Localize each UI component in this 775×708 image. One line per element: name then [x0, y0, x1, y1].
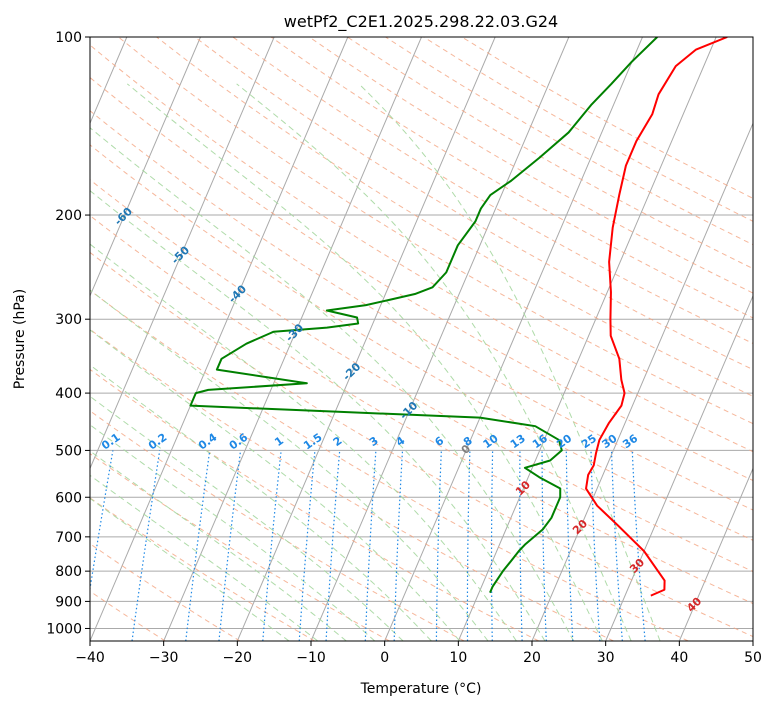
- y-tick-label: 900: [55, 594, 82, 610]
- moist-adiabat: [236, 83, 632, 641]
- mixing-ratio-lines: [90, 450, 646, 641]
- moist-adiabat: [90, 474, 319, 641]
- isotherm-line: [90, 37, 349, 641]
- moist-adiabat: [90, 243, 517, 641]
- isotherm-line: [457, 37, 717, 641]
- y-tick-label: 300: [55, 312, 82, 328]
- x-tick-label: 50: [744, 650, 762, 666]
- moist-adiabats: [90, 83, 661, 641]
- dry-adiabat: [308, 37, 753, 294]
- x-tick-label: 20: [523, 650, 541, 666]
- x-tick-label: −10: [296, 650, 326, 666]
- series-layer: [189, 37, 728, 597]
- dry-adiabat: [90, 368, 540, 641]
- dry-adiabat: [118, 37, 753, 425]
- isotherm-line: [531, 122, 753, 641]
- y-axis-label: Pressure (hPa): [12, 289, 28, 389]
- moist-adiabat: [90, 127, 575, 641]
- dry-adiabat: [90, 76, 753, 482]
- x-tick-label: 10: [449, 650, 467, 666]
- x-tick-label: 30: [597, 650, 615, 666]
- moist-adiabat: [90, 190, 546, 641]
- isotherm-line: [90, 37, 275, 470]
- moist-adiabat: [90, 364, 432, 641]
- mixing-ratio-line: [218, 450, 242, 641]
- y-tick-label: 200: [55, 208, 82, 224]
- x-tick-label: −20: [223, 650, 253, 666]
- dry-adiabat: [90, 215, 753, 605]
- dry-adiabat: [90, 144, 753, 541]
- dry-adiabat: [90, 179, 753, 573]
- isotherm-line: [90, 37, 201, 298]
- mixing-ratio-line: [90, 450, 114, 593]
- moist-adiabat: [358, 83, 661, 641]
- chart-title: wetPf2_C2E1.2025.298.22.03.G24: [284, 12, 558, 32]
- mixing-ratio-line: [185, 450, 211, 641]
- dry-adiabat: [90, 590, 166, 641]
- sounding-line: [585, 37, 728, 597]
- axis-ticks: −40 −30 −20 −10 0 10 20 30 40 50 100 200 300 400 500 60…: [46, 30, 762, 666]
- moist-adiabat: [90, 450, 347, 641]
- sounding-line: [189, 37, 658, 594]
- moist-adiabat: [90, 424, 376, 641]
- y-tick-label: 400: [55, 386, 82, 402]
- isotherm-line: [678, 467, 753, 641]
- mixing-ratio-line: [131, 450, 161, 641]
- grid-layer: [90, 37, 753, 641]
- isotherm-line: [236, 37, 496, 641]
- x-tick-label: −30: [149, 650, 179, 666]
- dry-adiabat: [90, 289, 689, 641]
- x-tick-label: −40: [75, 650, 105, 666]
- dry-adiabat: [270, 37, 753, 319]
- plot-frame: [89, 36, 754, 642]
- y-tick-label: 500: [55, 443, 82, 459]
- x-tick-label: 0: [380, 650, 389, 666]
- y-tick-label: 600: [55, 490, 82, 506]
- dry-adiabats: [90, 37, 753, 641]
- dry-adiabat: [194, 37, 753, 371]
- dry-adiabat: [90, 410, 465, 641]
- isotherm-line: [163, 37, 422, 641]
- dry-adiabat: [90, 251, 753, 638]
- y-tick-label: 1000: [46, 621, 82, 637]
- isotherm-line: [310, 37, 570, 641]
- x-axis-label: Temperature (°C): [360, 681, 482, 697]
- dry-adiabat: [90, 497, 315, 641]
- y-tick-label: 100: [55, 30, 82, 46]
- x-tick-label: 40: [670, 650, 688, 666]
- dry-adiabat: [90, 328, 614, 641]
- y-tick-label: 800: [55, 564, 82, 580]
- dry-adiabat: [90, 453, 390, 641]
- moist-adiabat: [90, 395, 404, 641]
- isotherm-line: [605, 294, 753, 641]
- y-tick-label: 700: [55, 530, 82, 546]
- moist-adiabat: [90, 329, 461, 641]
- isotherm-line: [384, 37, 643, 641]
- dry-adiabat: [90, 110, 753, 511]
